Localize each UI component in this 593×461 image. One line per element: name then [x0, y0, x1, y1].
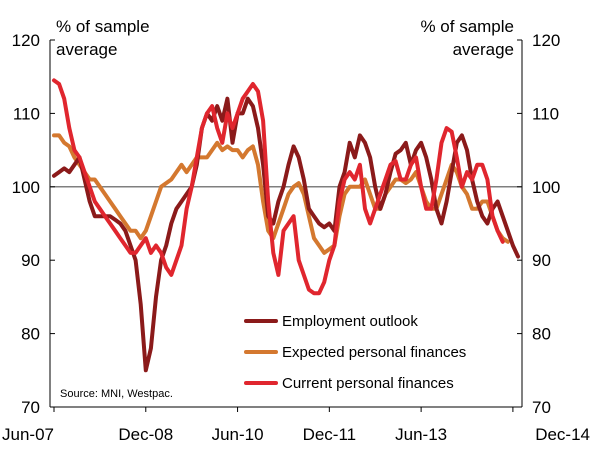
y-axis-title-right-line2: average	[453, 40, 514, 59]
y-tick-label-left: 80	[21, 325, 40, 344]
legend-label: Current personal finances	[282, 375, 454, 392]
y-tick-label-right: 120	[532, 31, 560, 50]
x-tick-label: Dec-08	[118, 425, 173, 444]
x-tick-label: Dec-11	[303, 425, 357, 444]
y-axis-title-left-line1: % of sample	[56, 17, 150, 36]
plot-frame	[49, 40, 523, 408]
y-axis-title-right: % of sample average	[420, 17, 514, 59]
y-axis-title-left-line2: average	[56, 40, 117, 59]
y-axis-right: 70 80 90 100 110 120	[517, 31, 560, 417]
x-axis: Jun-07 Dec-08 Jun-10 Dec-11 Jun-13 Dec-14	[2, 407, 590, 444]
y-tick-label-right: 70	[532, 398, 551, 417]
y-tick-label-left: 70	[21, 398, 40, 417]
y-tick-label-right: 100	[532, 178, 560, 197]
x-tick-label: Jun-07	[2, 425, 54, 444]
legend-label: Expected personal finances	[282, 344, 466, 361]
x-tick-label: Jun-10	[212, 425, 264, 444]
y-tick-label-left: 100	[12, 178, 40, 197]
y-tick-label-left: 90	[21, 251, 40, 270]
y-tick-label-right: 90	[532, 251, 551, 270]
y-axis-left: 70 80 90 100 110 120	[12, 31, 55, 417]
legend: Employment outlook Expected personal fina…	[244, 313, 466, 392]
x-tick-label: Jun-13	[395, 425, 447, 444]
series-line-employment-outlook	[52, 96, 520, 373]
y-axis-title-right-line1: % of sample	[420, 17, 514, 36]
y-tick-label-left: 120	[12, 31, 40, 50]
y-tick-label-right: 110	[532, 104, 559, 123]
source-note: Source: MNI, Westpac.	[60, 388, 173, 400]
x-tick-label: Dec-14	[535, 425, 590, 444]
legend-label: Employment outlook	[282, 313, 418, 330]
series-lines	[52, 78, 520, 373]
series-line-current-personal-finances	[52, 78, 505, 296]
y-axis-title-left: % of sample average	[56, 17, 150, 59]
y-tick-label-left: 110	[13, 104, 40, 123]
y-tick-label-right: 80	[532, 325, 551, 344]
